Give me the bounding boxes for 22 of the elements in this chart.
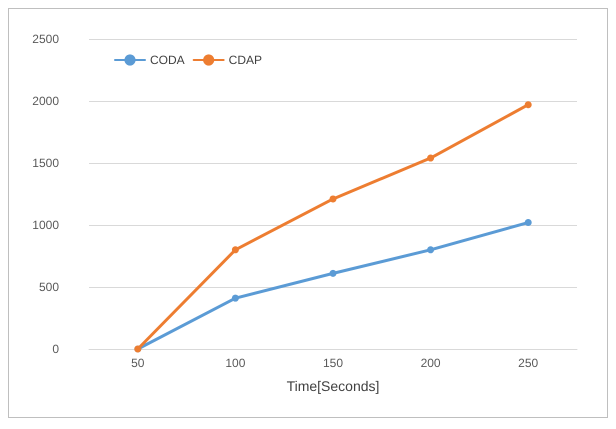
y-tick-label: 1000 xyxy=(32,218,60,232)
point xyxy=(232,246,239,254)
point xyxy=(427,154,434,162)
point xyxy=(330,195,336,202)
legend-label: CDAP xyxy=(228,53,262,67)
y-tick-label: 0 xyxy=(52,342,60,356)
x-tick-label: 50 xyxy=(131,356,145,370)
point xyxy=(427,246,434,254)
y-tick-label: 500 xyxy=(38,280,60,294)
x-tick-label: 100 xyxy=(225,356,246,370)
point xyxy=(524,101,532,108)
legend-label: CODA xyxy=(150,53,185,67)
x-tick-label: 250 xyxy=(518,356,539,370)
x-tick-label: 150 xyxy=(322,356,344,370)
y-tick-label: 2000 xyxy=(32,94,60,108)
y-tick-label: 2500 xyxy=(32,32,60,46)
point xyxy=(232,294,239,302)
x-axis-title: Time[Seconds] xyxy=(286,378,380,394)
point xyxy=(330,270,336,277)
y-tick-label: 1500 xyxy=(32,156,60,170)
x-tick-label: 200 xyxy=(420,356,441,370)
point xyxy=(524,219,532,226)
